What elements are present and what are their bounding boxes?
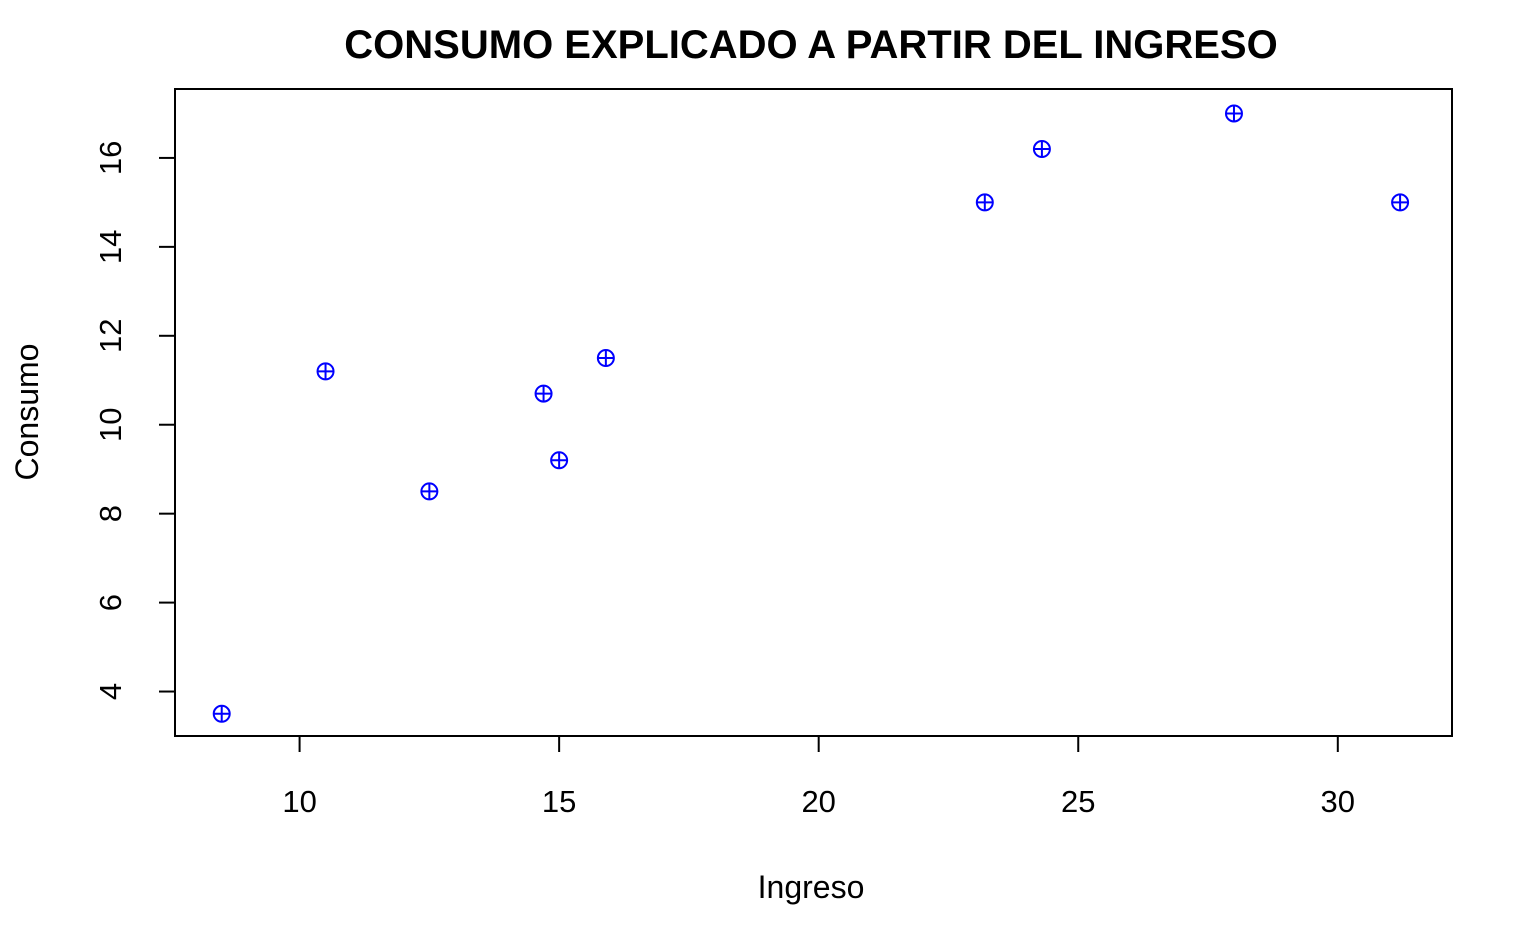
data-point bbox=[1224, 104, 1243, 123]
y-tick-label: 16 bbox=[93, 141, 128, 175]
y-tick-label: 8 bbox=[93, 505, 128, 522]
x-axis-label: Ingreso bbox=[758, 869, 865, 905]
data-point bbox=[550, 451, 569, 470]
y-tick-label: 12 bbox=[93, 319, 128, 353]
x-axis: 10 15 20 25 30 bbox=[282, 735, 1355, 819]
y-axis: 4 6 8 10 12 14 16 bbox=[93, 141, 176, 700]
data-point bbox=[534, 384, 553, 403]
plot-frame bbox=[174, 88, 1453, 737]
data-point bbox=[975, 193, 994, 212]
x-tick-label: 30 bbox=[1321, 784, 1355, 819]
data-point bbox=[316, 362, 335, 381]
x-tick-label: 10 bbox=[282, 784, 316, 819]
data-points bbox=[212, 104, 1410, 723]
y-tick-label: 14 bbox=[93, 230, 128, 264]
data-point bbox=[1391, 193, 1410, 212]
data-point bbox=[212, 704, 231, 723]
y-tick-label: 4 bbox=[93, 683, 128, 700]
data-point bbox=[1032, 140, 1051, 159]
chart-title: CONSUMO EXPLICADO A PARTIR DEL INGRESO bbox=[344, 23, 1277, 67]
y-tick-label: 10 bbox=[93, 407, 128, 441]
y-tick-label: 6 bbox=[93, 594, 128, 611]
data-point bbox=[420, 482, 439, 501]
x-tick-label: 20 bbox=[801, 784, 835, 819]
data-point bbox=[596, 349, 615, 368]
y-axis-label: Consumo bbox=[9, 344, 45, 481]
x-tick-label: 15 bbox=[542, 784, 576, 819]
x-tick-label: 25 bbox=[1061, 784, 1095, 819]
